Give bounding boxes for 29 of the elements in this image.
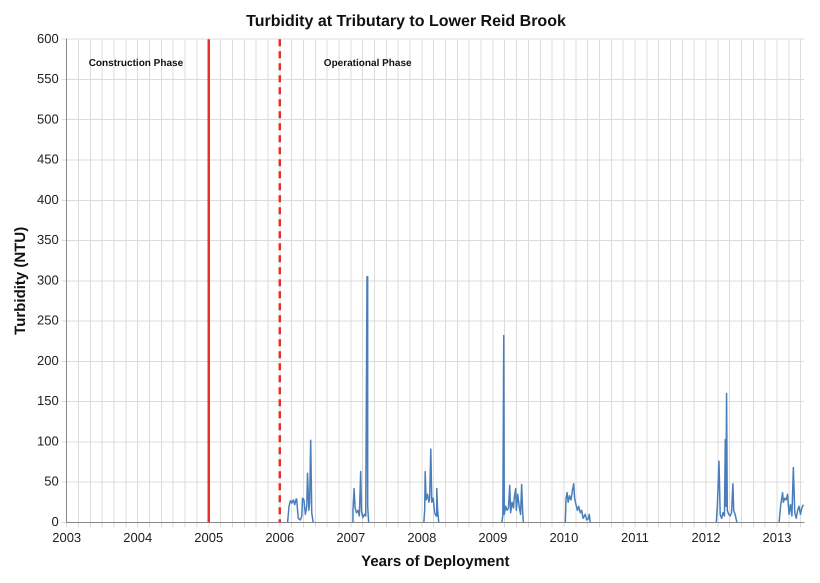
x-tick-label: 2008 <box>407 530 436 545</box>
y-tick-label: 400 <box>36 192 59 207</box>
x-tick-label: 2005 <box>194 530 224 545</box>
y-axis-title: Turbidity (NTU) <box>12 226 30 335</box>
x-tick-label: 2009 <box>478 530 508 545</box>
y-tick-label: 600 <box>36 30 59 46</box>
x-tick-label: 2006 <box>265 530 294 545</box>
x-tick-label: 2003 <box>52 530 82 545</box>
x-tick-label: 2007 <box>336 530 366 545</box>
y-tick-label: 500 <box>36 111 59 126</box>
x-tick-label: 2012 <box>692 530 720 545</box>
x-tick-label: 2013 <box>762 530 792 545</box>
annotation: Operational Phase <box>324 58 412 69</box>
y-tick-label: 550 <box>36 71 59 86</box>
x-axis-title: Years of Deployment <box>361 553 510 570</box>
x-tick-label: 2004 <box>123 530 152 545</box>
y-tick-label: 300 <box>36 272 59 288</box>
y-tick-label: 350 <box>36 232 59 248</box>
y-tick-label: 250 <box>36 312 59 328</box>
y-tick-label: 50 <box>44 474 59 489</box>
x-tick-label: 2011 <box>620 530 649 545</box>
y-tick-label: 200 <box>36 352 59 368</box>
y-tick-label: 0 <box>51 514 59 529</box>
annotation: Construction Phase <box>88 58 184 69</box>
x-tick-label: 2010 <box>549 530 578 545</box>
y-tick-label: 150 <box>36 393 59 408</box>
y-tick-label: 450 <box>36 152 59 167</box>
chart-title: Turbidity at Tributary to Lower Reid Brook <box>246 13 566 30</box>
y-tick-label: 100 <box>36 433 59 448</box>
